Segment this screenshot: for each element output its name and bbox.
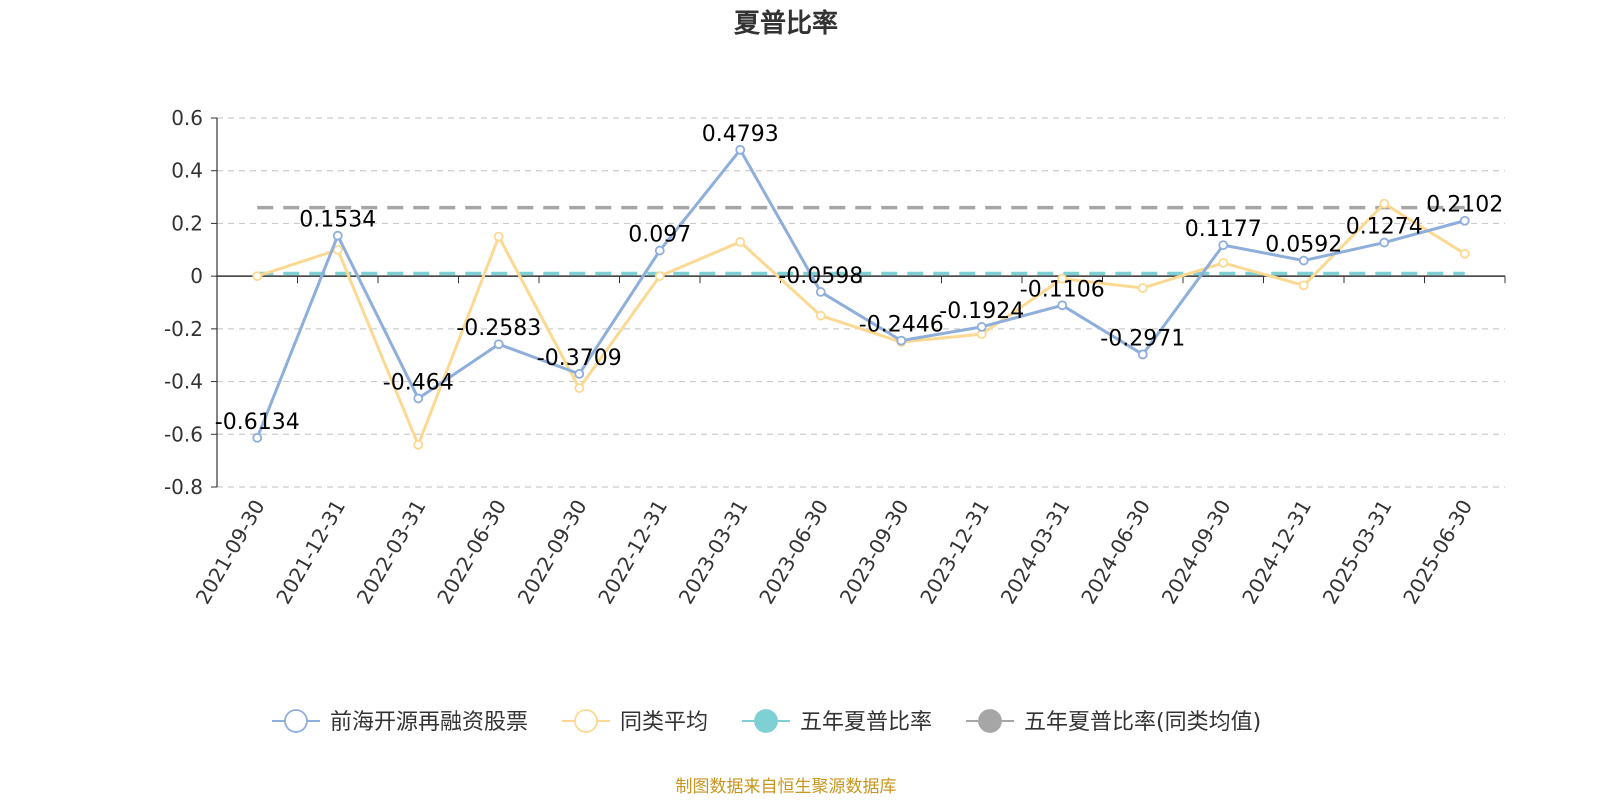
- data-label: -0.2971: [1100, 326, 1185, 351]
- x-tick-label: 2023-03-31: [674, 496, 753, 609]
- data-label: 0.1534: [299, 208, 376, 233]
- data-point: [1137, 349, 1148, 360]
- data-point: [735, 236, 746, 247]
- data-point: [654, 245, 665, 256]
- data-point: [815, 287, 826, 297]
- x-tick-label: 2023-09-30: [835, 496, 914, 609]
- legend-item-2[interactable]: 五年夏普比率: [742, 709, 932, 735]
- x-tick-label: 2021-12-31: [271, 496, 350, 609]
- data-point: [1298, 280, 1309, 291]
- data-point: [493, 231, 504, 242]
- data-point: [332, 230, 343, 241]
- x-tick-label: 2024-06-30: [1076, 496, 1155, 609]
- data-label: 0.097: [628, 223, 691, 248]
- x-tick-label: 2025-06-30: [1398, 496, 1477, 609]
- data-label: 0.2102: [1426, 193, 1503, 218]
- data-label: 0.1177: [1185, 217, 1262, 242]
- data-point: [1459, 215, 1470, 226]
- data-point: [896, 335, 907, 346]
- data-label: 0.0592: [1265, 233, 1342, 258]
- data-point: [413, 439, 424, 450]
- data-point: [1379, 237, 1390, 248]
- x-tick-label: 2024-03-31: [996, 496, 1075, 609]
- x-tick-label: 2024-09-30: [1157, 496, 1236, 609]
- data-label: -0.1924: [939, 299, 1024, 324]
- source-note: 制图数据来自恒生聚源数据库: [676, 777, 897, 797]
- data-point: [654, 271, 665, 282]
- data-label: -0.1106: [1020, 277, 1105, 302]
- data-point: [252, 432, 263, 443]
- data-point: [1218, 240, 1229, 251]
- data-point: [976, 321, 987, 332]
- data-point: [252, 271, 263, 282]
- data-point: [735, 144, 746, 155]
- series-line-0: [255, 148, 1466, 439]
- legend-label: 前海开源再融资股票: [330, 710, 528, 735]
- data-label: -0.3709: [537, 346, 622, 371]
- x-tick-label: 2022-06-30: [432, 496, 511, 609]
- x-tick-label: 2022-12-31: [593, 496, 672, 609]
- data-point: [1137, 283, 1148, 293]
- data-point: [1218, 258, 1229, 268]
- x-tick-label: 2023-06-30: [754, 496, 833, 609]
- x-tick-label: 2021-09-30: [191, 496, 270, 609]
- data-label: -0.2583: [456, 316, 541, 341]
- x-tick-label: 2022-03-31: [352, 496, 431, 609]
- y-tick-label: 0.6: [171, 106, 203, 130]
- x-tick-label: 2022-09-30: [513, 496, 592, 609]
- legend-item-3[interactable]: 五年夏普比率(同类均值): [966, 709, 1261, 735]
- legend-label: 同类平均: [620, 710, 708, 735]
- x-tick-label: 2023-12-31: [915, 496, 994, 609]
- data-point: [332, 244, 343, 255]
- chart-title: 夏普比率: [734, 8, 838, 39]
- data-point: [815, 310, 826, 321]
- legend-marker: [574, 709, 598, 733]
- data-label: 0.1274: [1346, 215, 1423, 240]
- y-tick-label: 0: [190, 264, 203, 288]
- grid: [217, 117, 1505, 488]
- data-label: -0.0598: [778, 264, 863, 289]
- legend[interactable]: 前海开源再融资股票 同类平均 五年夏普比率 五年夏普比率(同类均值): [272, 709, 1261, 735]
- data-point: [1379, 198, 1390, 209]
- data-point: [413, 393, 424, 404]
- data-point: [1057, 273, 1068, 284]
- x-tick-label: 2024-12-31: [1237, 496, 1316, 609]
- y-tick-label: -0.8: [164, 475, 203, 499]
- y-tick-label: -0.4: [164, 370, 203, 394]
- legend-label: 五年夏普比率(同类均值): [1024, 710, 1261, 735]
- x-tick-label: 2025-03-31: [1318, 496, 1397, 609]
- data-point: [1057, 300, 1068, 311]
- y-tick-label: -0.6: [164, 422, 203, 446]
- legend-marker: [978, 709, 1002, 733]
- data-point: [1298, 255, 1309, 266]
- data-label: -0.2446: [859, 313, 944, 338]
- legend-marker: [754, 709, 778, 733]
- data-label: 0.4793: [702, 122, 779, 147]
- y-tick-label: -0.2: [164, 317, 203, 341]
- data-label: -0.464: [383, 370, 454, 395]
- data-point: [493, 339, 504, 350]
- data-label: -0.6134: [215, 410, 300, 435]
- y-tick-label: 0.2: [171, 211, 203, 235]
- data-point: [1459, 248, 1470, 259]
- series-line-1: [256, 202, 1466, 447]
- series: [252, 144, 1470, 450]
- data-labels: -0.6134 0.1534 -0.464 -0.2583 -0.3709 0.097 0.…: [215, 122, 1503, 435]
- data-point: [574, 369, 585, 379]
- legend-item-1[interactable]: 同类平均: [562, 709, 708, 735]
- y-tick-label: 0.4: [171, 159, 203, 183]
- legend-label: 五年夏普比率: [800, 710, 932, 735]
- legend-marker: [284, 709, 308, 733]
- data-point: [574, 383, 585, 394]
- legend-item-0[interactable]: 前海开源再融资股票: [272, 709, 528, 735]
